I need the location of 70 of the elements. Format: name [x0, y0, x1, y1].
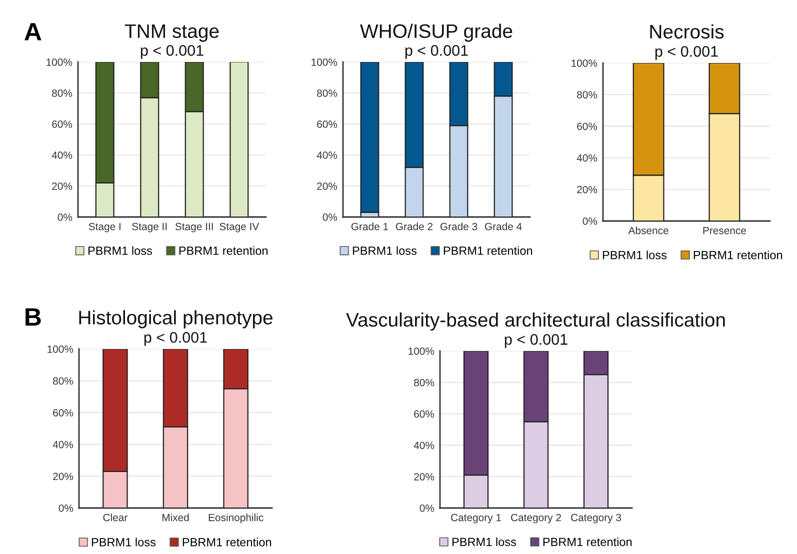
bar	[230, 62, 249, 217]
text: A	[24, 23, 42, 40]
y-tick-label: 60%	[52, 120, 72, 128]
chart-title: TNM stage	[124, 24, 219, 42]
legend-label: PBRM1 retention	[179, 246, 268, 255]
y-tick-label: 100%	[48, 346, 74, 353]
x-tick-label: Stage III	[175, 222, 213, 232]
x-tick-label: Eosinophilic	[208, 514, 264, 524]
y-tick-label: 20%	[577, 186, 598, 194]
x-tick-label: Grade 2	[396, 222, 433, 230]
bar	[360, 62, 380, 213]
legend-label: PBRM1 loss	[88, 246, 152, 255]
y-tick-label: 0%	[582, 218, 598, 225]
y-tick-label: 0%	[58, 504, 74, 512]
y-tick-label: 0%	[322, 214, 338, 221]
y-tick-label: 60%	[577, 122, 598, 130]
x-tick-label: Clear	[103, 514, 128, 522]
y-tick-label: 20%	[52, 182, 72, 190]
x-tick-label: Grade 1	[351, 222, 388, 230]
legend-label: PBRM1 loss	[92, 538, 156, 546]
x-tick-label: Mixed	[162, 514, 189, 522]
legend-label: PBRM1 loss	[452, 537, 516, 546]
chart-subtitle: p < 0.001	[405, 45, 468, 59]
chart-subtitle: p < 0.001	[140, 45, 204, 59]
y-tick-label: 100%	[46, 58, 72, 66]
y-tick-label: 80%	[52, 90, 72, 97]
legend-label: PBRM1 retention	[182, 538, 272, 546]
x-tick-label: Stage II	[132, 222, 167, 232]
y-tick-label: 80%	[414, 378, 434, 386]
y-tick-label: 0%	[420, 504, 434, 512]
chart-subtitle: p < 0.001	[655, 46, 718, 60]
y-tick-label: 0%	[58, 214, 72, 221]
x-tick-label: Grade 3	[440, 222, 478, 230]
y-tick-label: 80%	[317, 90, 338, 97]
y-tick-label: 60%	[317, 120, 338, 128]
y-tick-label: 20%	[317, 182, 338, 190]
y-tick-label: 80%	[53, 377, 74, 385]
x-tick-label: Category 3	[571, 514, 622, 524]
x-tick-label: Presence	[703, 226, 746, 234]
y-tick-label: 100%	[572, 60, 598, 67]
chart-subtitle: p < 0.001	[504, 334, 568, 348]
chart-title: Histological phenotype	[79, 310, 272, 328]
legend-label: PBRM1 loss	[602, 250, 667, 260]
chart-title: Vascularity-based architectural classification	[346, 312, 725, 331]
y-tick-label: 40%	[52, 440, 74, 448]
y-tick-label: 40%	[316, 152, 338, 159]
y-tick-label: 80%	[577, 91, 598, 98]
y-tick-label: 60%	[53, 409, 74, 416]
legend-label: PBRM1 loss	[352, 246, 417, 255]
legend-label: PBRM1 retention	[694, 250, 782, 260]
chart-title: WHO/ISUP grade	[360, 24, 512, 42]
y-tick-label: 60%	[414, 410, 434, 418]
y-tick-label: 40%	[576, 154, 598, 162]
y-tick-label: 40%	[414, 442, 434, 450]
x-tick-label: Grade 4	[484, 222, 522, 230]
x-tick-label: Category 1	[451, 514, 501, 524]
legend-label: PBRM1 retention	[543, 537, 632, 546]
chart-subtitle: p < 0.001	[144, 332, 207, 346]
y-tick-label: 20%	[53, 472, 74, 480]
legend-label: PBRM1 retention	[444, 246, 532, 255]
x-tick-label: Absence	[628, 226, 668, 234]
y-tick-label: 40%	[52, 152, 72, 159]
y-tick-label: 100%	[312, 58, 338, 66]
chart-title: Necrosis	[650, 24, 724, 39]
y-tick-label: 20%	[414, 473, 434, 480]
x-tick-label: Stage IV	[220, 222, 260, 232]
y-tick-label: 100%	[408, 348, 434, 355]
x-tick-label: Category 2	[511, 514, 561, 524]
text: B	[26, 308, 41, 326]
x-tick-label: Stage I	[88, 222, 120, 232]
